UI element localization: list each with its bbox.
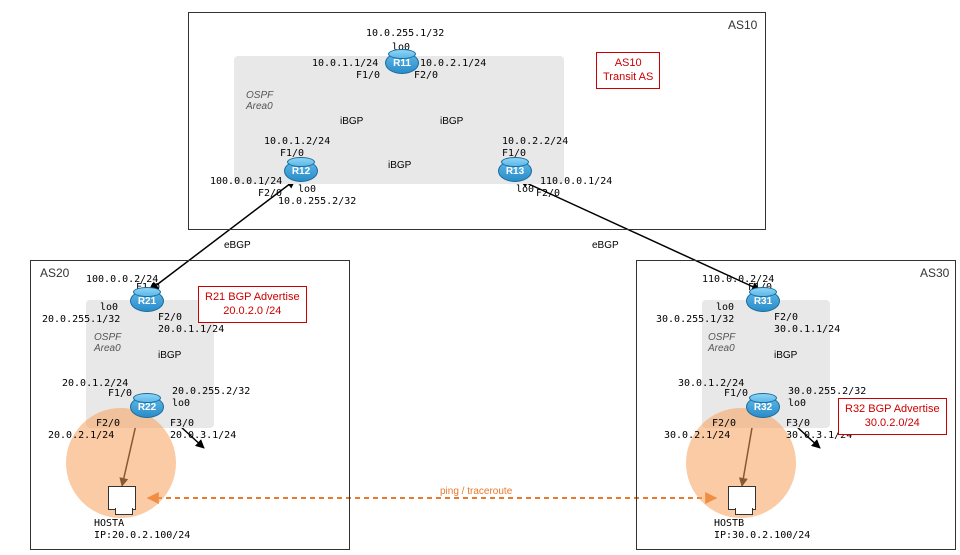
iface-label: 10.0.1.2/24 — [264, 136, 330, 147]
iface-label: 10.0.2.1/24 — [420, 58, 486, 69]
iface-label: 30.0.255.2/32 — [788, 386, 866, 397]
router-r13: R13 — [498, 160, 532, 182]
edge-label: ping / traceroute — [440, 486, 512, 497]
as30-label: AS30 — [920, 266, 949, 280]
iface-label: 110.0.0.1/24 — [540, 176, 612, 187]
iface-label: F2/0 — [414, 70, 438, 81]
iface-label: F3/0 — [170, 418, 194, 429]
iface-label: F2/0 — [712, 418, 736, 429]
hostb-label: HOSTB — [714, 518, 744, 529]
hosta-label: HOSTA — [94, 518, 124, 529]
iface-label: 20.0.255.2/32 — [172, 386, 250, 397]
iface-label: lo0 — [100, 302, 118, 313]
iface-label: F3/0 — [786, 418, 810, 429]
iface-label: 100.0.0.1/24 — [210, 176, 282, 187]
edge-label: iBGP — [440, 116, 463, 127]
iface-label: 20.0.3.1/24 — [170, 430, 236, 441]
iface-label: F2/0 — [158, 312, 182, 323]
iface-label: 30.0.2.1/24 — [664, 430, 730, 441]
edge-label: eBGP — [592, 240, 619, 251]
iface-label: 20.0.2.1/24 — [48, 430, 114, 441]
as20-label: AS20 — [40, 266, 69, 280]
as10-transit-note: AS10Transit AS — [596, 52, 660, 89]
hostb-ip: IP:30.0.2.100/24 — [714, 530, 810, 541]
iface-label: 30.0.1.1/24 — [774, 324, 840, 335]
router-r22: R22 — [130, 396, 164, 418]
iface-label: F2/0 — [536, 188, 560, 199]
ospf30-label: OSPFArea0 — [708, 332, 735, 354]
edge-label: iBGP — [340, 116, 363, 127]
edge-label: eBGP — [224, 240, 251, 251]
router-r21: R21 — [130, 290, 164, 312]
router-r31: R31 — [746, 290, 780, 312]
iface-label: 20.0.1.1/24 — [158, 324, 224, 335]
r21-advertise-note: R21 BGP Advertise20.0.2.0 /24 — [198, 286, 307, 323]
ospf20-label: OSPFArea0 — [94, 332, 121, 354]
iface-label: 30.0.255.1/32 — [656, 314, 734, 325]
router-r32: R32 — [746, 396, 780, 418]
iface-label: 10.0.1.1/24 — [312, 58, 378, 69]
iface-label: lo0 — [716, 302, 734, 313]
edge-label: iBGP — [774, 350, 797, 361]
r32-advertise-note: R32 BGP Advertise30.0.2.0/24 — [838, 398, 947, 435]
hosta-ip: IP:20.0.2.100/24 — [94, 530, 190, 541]
iface-label: F1/0 — [108, 388, 132, 399]
edge-label: iBGP — [388, 160, 411, 171]
as10-label: AS10 — [728, 18, 757, 32]
iface-label: 10.0.2.2/24 — [502, 136, 568, 147]
hostb-icon — [728, 486, 756, 510]
iface-label: lo0 — [172, 398, 190, 409]
router-r11: R11 — [385, 52, 419, 74]
iface-label: 10.0.255.2/32 — [278, 196, 356, 207]
iface-label: 10.0.255.1/32 — [366, 28, 444, 39]
iface-label: lo0 — [298, 184, 316, 195]
ospf10-label: OSPFArea0 — [246, 90, 273, 112]
iface-label: F1/0 — [356, 70, 380, 81]
iface-label: 20.0.255.1/32 — [42, 314, 120, 325]
iface-label: F2/0 — [96, 418, 120, 429]
iface-label: F1/0 — [724, 388, 748, 399]
hosta-icon — [108, 486, 136, 510]
iface-label: lo0 — [516, 184, 534, 195]
iface-label: lo0 — [788, 398, 806, 409]
edge-label: iBGP — [158, 350, 181, 361]
iface-label: F2/0 — [774, 312, 798, 323]
router-r12: R12 — [284, 160, 318, 182]
